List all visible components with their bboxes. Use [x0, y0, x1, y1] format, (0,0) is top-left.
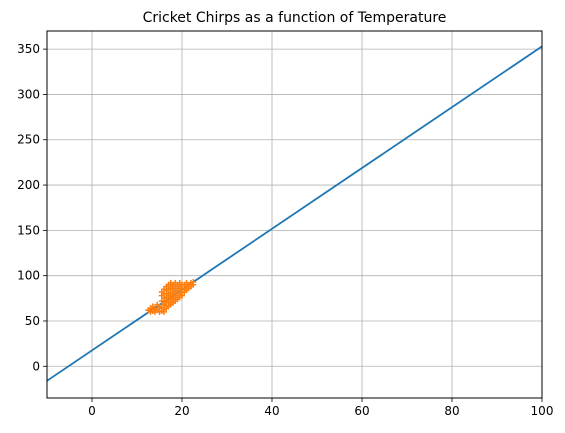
y-tick-label: 350: [17, 42, 40, 56]
x-tick-label: 0: [88, 404, 96, 418]
x-tick-label: 100: [531, 404, 554, 418]
chart-title: Cricket Chirps as a function of Temperat…: [143, 10, 447, 26]
y-tick-label: 100: [17, 269, 40, 283]
x-tick-label: 80: [444, 404, 459, 418]
y-tick-label: 0: [32, 359, 40, 373]
plot-area: [47, 45, 542, 382]
axis-ticks: 0 20 40 60 80 100 0 50 100 150 200 250 300 350: [17, 42, 553, 418]
plot-frame: [46, 30, 543, 399]
y-tick-label: 50: [25, 314, 40, 328]
y-tick-label: 200: [17, 178, 40, 192]
x-tick-label: 60: [354, 404, 369, 418]
y-tick-label: 300: [17, 87, 40, 101]
regression-line: [47, 45, 542, 382]
x-tick-label: 40: [264, 404, 279, 418]
scatter-series: [145, 279, 197, 315]
data-point: [190, 279, 197, 286]
y-tick-label: 150: [17, 223, 40, 237]
y-tick-label: 250: [17, 133, 40, 147]
x-tick-label: 20: [174, 404, 189, 418]
